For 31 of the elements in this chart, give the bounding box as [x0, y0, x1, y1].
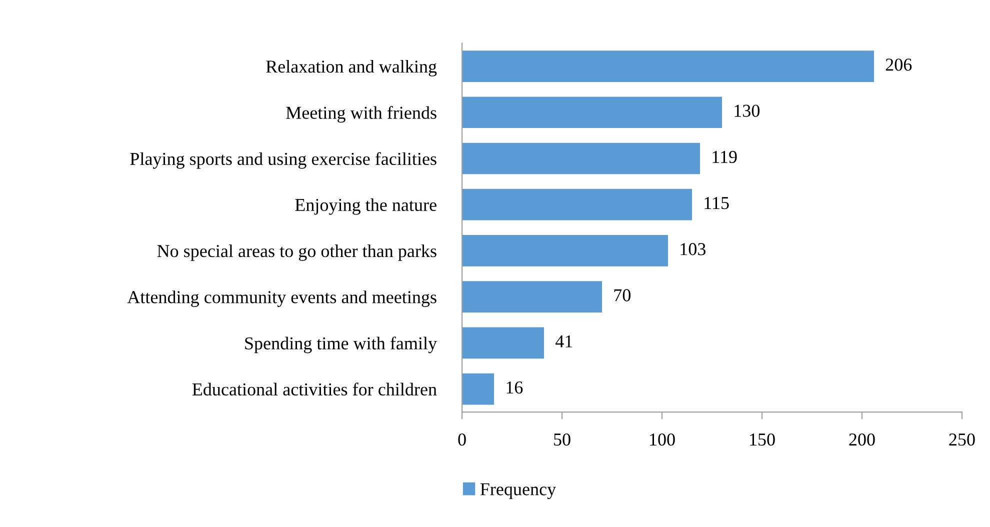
x-tick-label: 100 — [650, 433, 675, 446]
bar — [462, 281, 602, 313]
legend-label: Frequency — [480, 483, 556, 500]
data-label: 16 — [506, 381, 523, 394]
data-label: 70 — [614, 289, 630, 302]
y-tick-label: Enjoying the nature — [295, 198, 436, 215]
data-label: 130 — [734, 104, 760, 117]
x-tick-label: 200 — [849, 433, 875, 446]
y-tick-label: Educational activities for children — [192, 382, 437, 396]
data-label: 115 — [704, 197, 729, 210]
x-tick-label: 150 — [750, 433, 775, 446]
bar — [462, 188, 692, 220]
data-label: 103 — [680, 243, 706, 256]
y-tick-label: Relaxation and walking — [266, 60, 437, 76]
bar — [462, 50, 874, 82]
y-tick-label: Playing sports and using exercise facilities — [130, 152, 436, 169]
y-tick-label: No special areas to go other than parks — [157, 244, 436, 261]
bar — [462, 327, 544, 359]
x-tick-label: 50 — [554, 433, 570, 446]
y-tick-label: Attending community events and meetings — [127, 290, 436, 307]
bar — [462, 235, 668, 266]
x-tick-label: 250 — [949, 433, 975, 446]
x-tick-label: 0 — [458, 433, 466, 446]
bar — [462, 96, 722, 128]
data-label: 41 — [555, 335, 572, 348]
data-label: 206 — [886, 58, 912, 71]
y-tick-label: Spending time with family — [245, 336, 437, 354]
bar — [462, 142, 700, 174]
y-tick-label: Meeting with friends — [286, 106, 436, 123]
data-label: 119 — [712, 150, 737, 164]
bar — [462, 373, 494, 405]
